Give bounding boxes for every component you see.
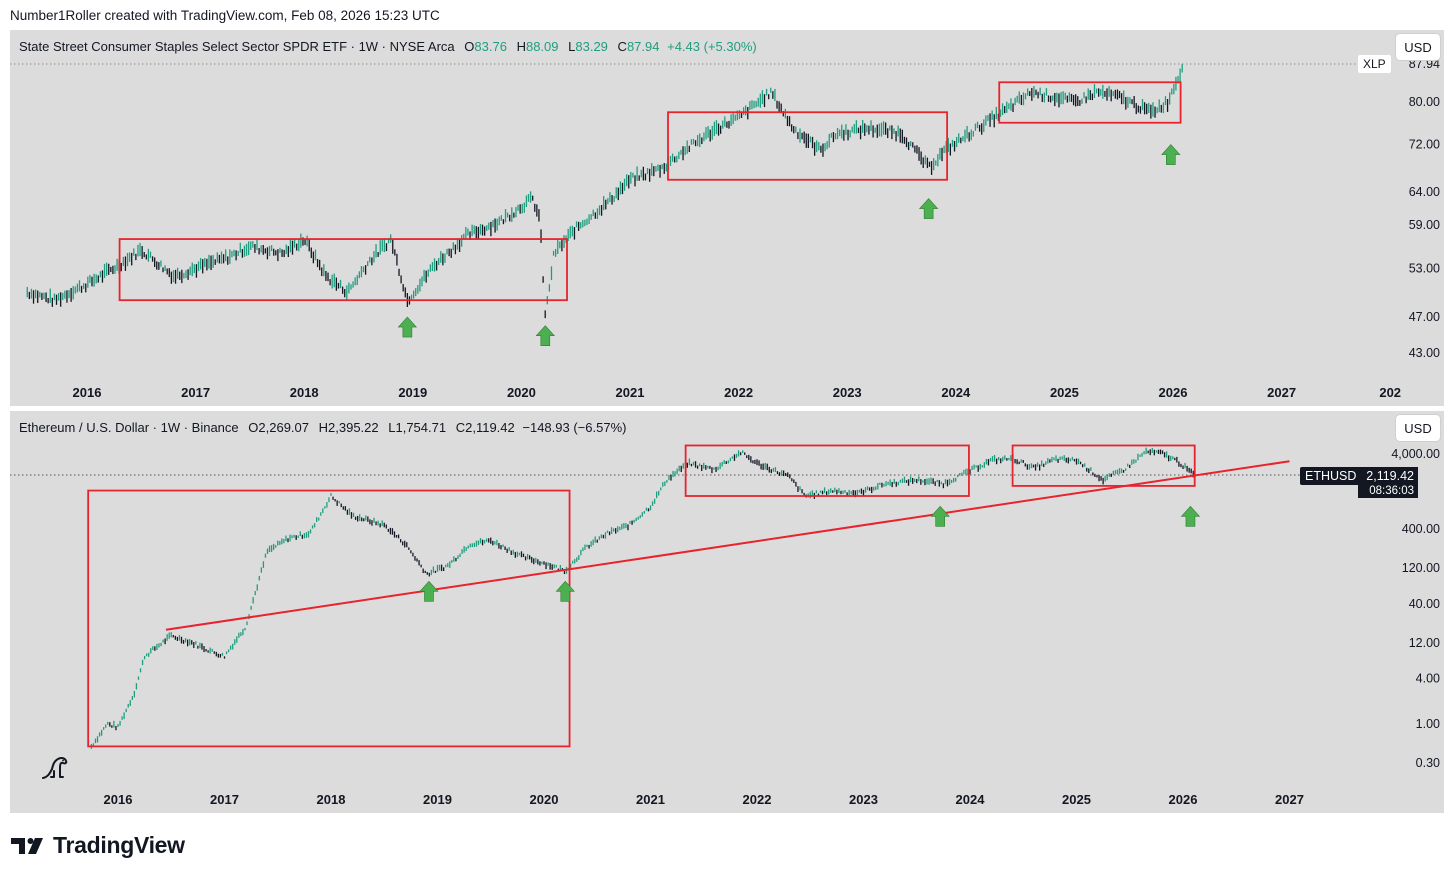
- eth-x-tick-label: 2020: [530, 792, 559, 807]
- xlp-y-tick-label: 80.00: [1409, 95, 1440, 109]
- xlp-range-box: [998, 81, 1182, 124]
- xlp-currency-button[interactable]: USD: [1396, 34, 1440, 60]
- xlp-close: 87.94: [626, 39, 660, 54]
- xlp-low-label: L: [568, 39, 576, 54]
- xlp-up-arrow-icon: [535, 325, 555, 347]
- xlp-up-arrow-icon: [1161, 144, 1181, 165]
- tradingview-brand-text: TradingView: [53, 832, 185, 858]
- eth-y-tick-label: 4.00: [1416, 672, 1440, 686]
- xlp-x-tick-label: 2025: [1050, 385, 1079, 400]
- eth-range-box: [684, 444, 970, 497]
- xlp-open: 83.76: [474, 39, 507, 54]
- tradingview-logo-icon: [11, 837, 43, 854]
- xlp-y-tick-label: 47.00: [1409, 310, 1440, 324]
- eth-x-tick-label: 2026: [1169, 792, 1198, 807]
- eth-bar-countdown: 08:36:03: [1358, 485, 1418, 498]
- tradingview-logo[interactable]: TradingView: [11, 832, 185, 859]
- xlp-y-tick-label: 64.00: [1409, 185, 1440, 199]
- xlp-x-tick-label: 2022: [724, 385, 753, 400]
- eth-open-label: O: [248, 420, 259, 435]
- eth-low-label: L: [388, 420, 396, 435]
- eth-x-tick-label: 2021: [636, 792, 665, 807]
- eth-chart-svg[interactable]: 2016 2017 2018 2019 2020 2021 2022 2023 2024 2025…: [10, 411, 1444, 813]
- xlp-y-tick-label: 72.00: [1409, 138, 1440, 152]
- eth-high: 2,395.22: [328, 420, 379, 435]
- eth-y-tick-label: 12.00: [1409, 636, 1440, 650]
- xlp-y-tick-label: 59.00: [1409, 218, 1440, 232]
- eth-low: 1,754.71: [395, 420, 447, 435]
- eth-up-arrow-icon: [930, 505, 950, 527]
- eth-y-tick-label: 0.30: [1416, 756, 1440, 770]
- eth-x-tick-label: 2017: [210, 792, 239, 807]
- xlp-x-tick-label: 2019: [398, 385, 427, 400]
- xlp-x-tick-label: 2026: [1159, 385, 1188, 400]
- chart-credit: Number1Roller created with TradingView.c…: [10, 8, 440, 23]
- eth-x-tick-label: 2024: [956, 792, 986, 807]
- eth-x-tick-label: 2018: [317, 792, 346, 807]
- eth-change: −148.93 (−6.57%): [522, 420, 627, 435]
- xlp-range-box: [667, 111, 949, 181]
- eth-y-tick-label: 40.00: [1409, 597, 1440, 611]
- eth-x-tick-label: 2025: [1062, 792, 1091, 807]
- eth-range-box: [87, 489, 571, 748]
- xlp-high: 88.09: [525, 39, 559, 54]
- xlp-x-tick-label: 2027: [1267, 385, 1296, 400]
- eth-x-tick-label: 2019: [423, 792, 452, 807]
- xlp-x-tick-label: 2023: [833, 385, 862, 400]
- eth-y-tick-label: 4,000.00: [1391, 447, 1440, 461]
- xlp-x-tick-label: 2021: [616, 385, 645, 400]
- eth-up-arrow-icon: [1180, 505, 1201, 527]
- xlp-range-box: [118, 238, 568, 302]
- eth-x-tick-label: 2016: [104, 792, 133, 807]
- eth-y-tick-label: 1.00: [1416, 717, 1440, 731]
- eth-currency-button[interactable]: USD: [1396, 415, 1440, 441]
- xlp-x-tick-label: 2018: [290, 385, 319, 400]
- xlp-y-tick-label: 53.00: [1409, 261, 1440, 275]
- xlp-x-tick-label: 2016: [73, 385, 102, 400]
- eth-up-arrow-icon: [419, 580, 439, 602]
- xlp-legend: State Street Consumer Staples Select Sec…: [19, 39, 757, 54]
- eth-chart-panel[interactable]: 2016 2017 2018 2019 2020 2021 2022 2023 2024 2025…: [10, 411, 1444, 813]
- xlp-high-label: H: [516, 39, 526, 54]
- xlp-last-price-label: 87.94: [1409, 57, 1440, 71]
- eth-legend: Ethereum / U.S. Dollar · 1W · Binance O2…: [19, 420, 626, 435]
- eth-x-tick-label: 2022: [743, 792, 772, 807]
- xlp-change: +4.43 (+5.30%): [667, 39, 757, 54]
- eth-y-tick-label: 400.00: [1402, 522, 1440, 536]
- xlp-symbol-tag: XLP: [1358, 55, 1391, 73]
- eth-x-tick-label: 2023: [849, 792, 878, 807]
- eth-high-label: H: [318, 420, 329, 435]
- xlp-y-tick-label: 43.00: [1409, 346, 1440, 360]
- xlp-chart-svg[interactable]: 2016 2017 2018 2019 2020 2021 2022 2023 2024 2025…: [10, 30, 1444, 406]
- eth-up-arrow-icon: [555, 580, 575, 602]
- eth-symbol-tag: ETHUSD: [1300, 467, 1362, 485]
- xlp-chart-panel[interactable]: 2016 2017 2018 2019 2020 2021 2022 2023 2024 2025…: [10, 30, 1444, 406]
- xlp-title: State Street Consumer Staples Select Sec…: [19, 39, 455, 54]
- xlp-x-tick-label: 2024: [941, 385, 971, 400]
- xlp-close-label: C: [617, 39, 627, 54]
- xlp-open-label: O: [464, 39, 475, 54]
- eth-y-tick-label: 120.00: [1402, 561, 1440, 575]
- eth-close: 2,119.42: [465, 420, 515, 435]
- eth-trendline: [165, 460, 1290, 631]
- eth-open: 2,269.07: [258, 420, 309, 435]
- eth-close-label: C: [455, 420, 466, 435]
- xlp-low: 83.29: [575, 39, 608, 54]
- eth-title: Ethereum / U.S. Dollar · 1W · Binance: [19, 420, 239, 435]
- xlp-up-arrow-icon: [918, 198, 939, 219]
- eth-range-box: [1011, 444, 1196, 487]
- eth-x-tick-label: 2027: [1275, 792, 1304, 807]
- xlp-x-tick-label: 2017: [181, 385, 210, 400]
- eth-last-price: 2,119.42: [1358, 467, 1418, 485]
- dinosaur-icon: [40, 753, 70, 786]
- xlp-up-arrow-icon: [397, 316, 418, 338]
- xlp-x-tick-label: 202: [1379, 385, 1401, 400]
- xlp-x-tick-label: 2020: [507, 385, 536, 400]
